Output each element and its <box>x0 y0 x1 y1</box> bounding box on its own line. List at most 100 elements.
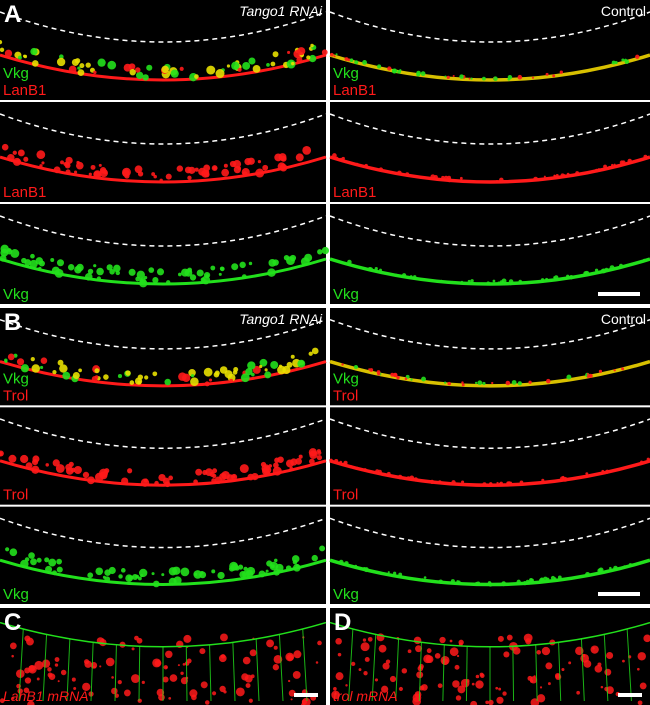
signal-dot <box>135 574 140 579</box>
signal-dot <box>38 260 45 267</box>
signal-dot <box>67 264 75 271</box>
signal-dot <box>451 480 456 485</box>
signal-dot <box>143 478 148 483</box>
signal-dot <box>262 164 269 171</box>
signal-dot <box>474 381 478 385</box>
signal-dot <box>270 360 279 369</box>
mrna-dot <box>317 640 322 646</box>
signal-dot <box>128 268 136 276</box>
signal-dot <box>179 66 184 71</box>
signal-dot <box>343 460 348 465</box>
mrna-dot <box>292 670 301 679</box>
signal-dot <box>237 67 242 72</box>
mrna-dot <box>335 637 342 645</box>
signal-dot <box>441 175 445 180</box>
signal-dot <box>369 368 374 372</box>
mrna-dot <box>457 685 466 694</box>
signal-dot <box>268 258 277 267</box>
tissue-signal <box>329 53 650 82</box>
scale-bar <box>294 693 318 697</box>
signal-dot <box>241 167 250 177</box>
signal-dot <box>646 559 650 562</box>
mrna-dot <box>418 663 424 670</box>
channel-label: Trol <box>333 487 358 504</box>
signal-dot <box>274 153 283 162</box>
signal-dot <box>459 176 463 180</box>
mrna-dot <box>434 653 441 659</box>
channel-label: Trol <box>3 487 28 504</box>
signal-dot <box>316 454 323 461</box>
signal-dot <box>286 361 293 368</box>
signal-dot <box>477 380 483 386</box>
signal-dot <box>153 174 157 179</box>
signal-dot <box>97 58 106 67</box>
signal-dot <box>355 162 359 167</box>
signal-dot <box>575 171 580 175</box>
signal-dot <box>618 263 624 268</box>
signal-dot <box>16 358 25 366</box>
condition-label: Control <box>601 3 646 19</box>
signal-dot <box>239 464 249 474</box>
signal-dot <box>613 565 618 571</box>
signal-dot <box>296 56 303 63</box>
panel-letter: C <box>4 609 21 636</box>
mrna-dot <box>90 662 98 669</box>
signal-dot <box>406 476 411 481</box>
mrna-dot <box>597 662 602 667</box>
mrna-dot <box>36 677 40 681</box>
signal-dot <box>31 60 39 67</box>
signal-dot <box>241 274 247 279</box>
mrna-dot <box>470 700 478 705</box>
signal-dot <box>528 380 532 384</box>
signal-dot <box>102 575 106 579</box>
cell-wall <box>535 644 538 702</box>
signal-dot <box>166 280 171 285</box>
mrna-dot <box>184 661 190 666</box>
signal-dot <box>495 180 499 184</box>
mrna-dot <box>637 700 643 705</box>
cell-wall <box>512 646 515 702</box>
cell-wall <box>278 634 284 702</box>
signal-dot <box>410 378 413 381</box>
signal-dot <box>461 381 464 384</box>
image-tile <box>0 308 326 406</box>
mrna-dot <box>162 676 169 683</box>
signal-dot <box>151 172 156 177</box>
image-tile <box>330 506 650 604</box>
mrna-dot <box>54 657 60 662</box>
signal-dot <box>45 565 53 573</box>
mrna-dot <box>315 661 319 664</box>
signal-dot <box>4 49 13 58</box>
signal-dot <box>106 264 113 271</box>
signal-dot <box>302 146 312 155</box>
signal-dot <box>457 580 461 584</box>
mrna-dot <box>48 673 56 680</box>
signal-dot <box>181 268 190 277</box>
signal-dot <box>184 166 192 174</box>
signal-dot <box>20 454 29 464</box>
signal-dot <box>438 480 442 484</box>
mrna-dot <box>82 682 91 692</box>
signal-dot <box>1 143 9 151</box>
mrna-dot <box>637 667 640 671</box>
signal-dot <box>482 381 486 386</box>
mrna-dot <box>165 666 168 669</box>
mrna-dot <box>421 684 428 691</box>
mrna-dot <box>117 680 122 685</box>
signal-dot <box>266 63 270 67</box>
signal-dot <box>498 482 502 486</box>
signal-dot <box>585 572 591 578</box>
signal-dot <box>219 266 224 271</box>
mrna-dot <box>24 677 32 684</box>
signal-dot <box>447 175 451 180</box>
signal-dot <box>129 380 135 385</box>
signal-dot <box>56 57 66 67</box>
signal-dot <box>129 68 136 76</box>
signal-dot <box>541 478 545 482</box>
signal-dot <box>242 61 251 70</box>
mrna-dot <box>241 673 249 681</box>
signal-dot <box>161 65 169 74</box>
mrna-dot <box>134 635 139 641</box>
signal-dot <box>142 74 149 81</box>
probe-label: trol mRNA <box>333 688 398 704</box>
